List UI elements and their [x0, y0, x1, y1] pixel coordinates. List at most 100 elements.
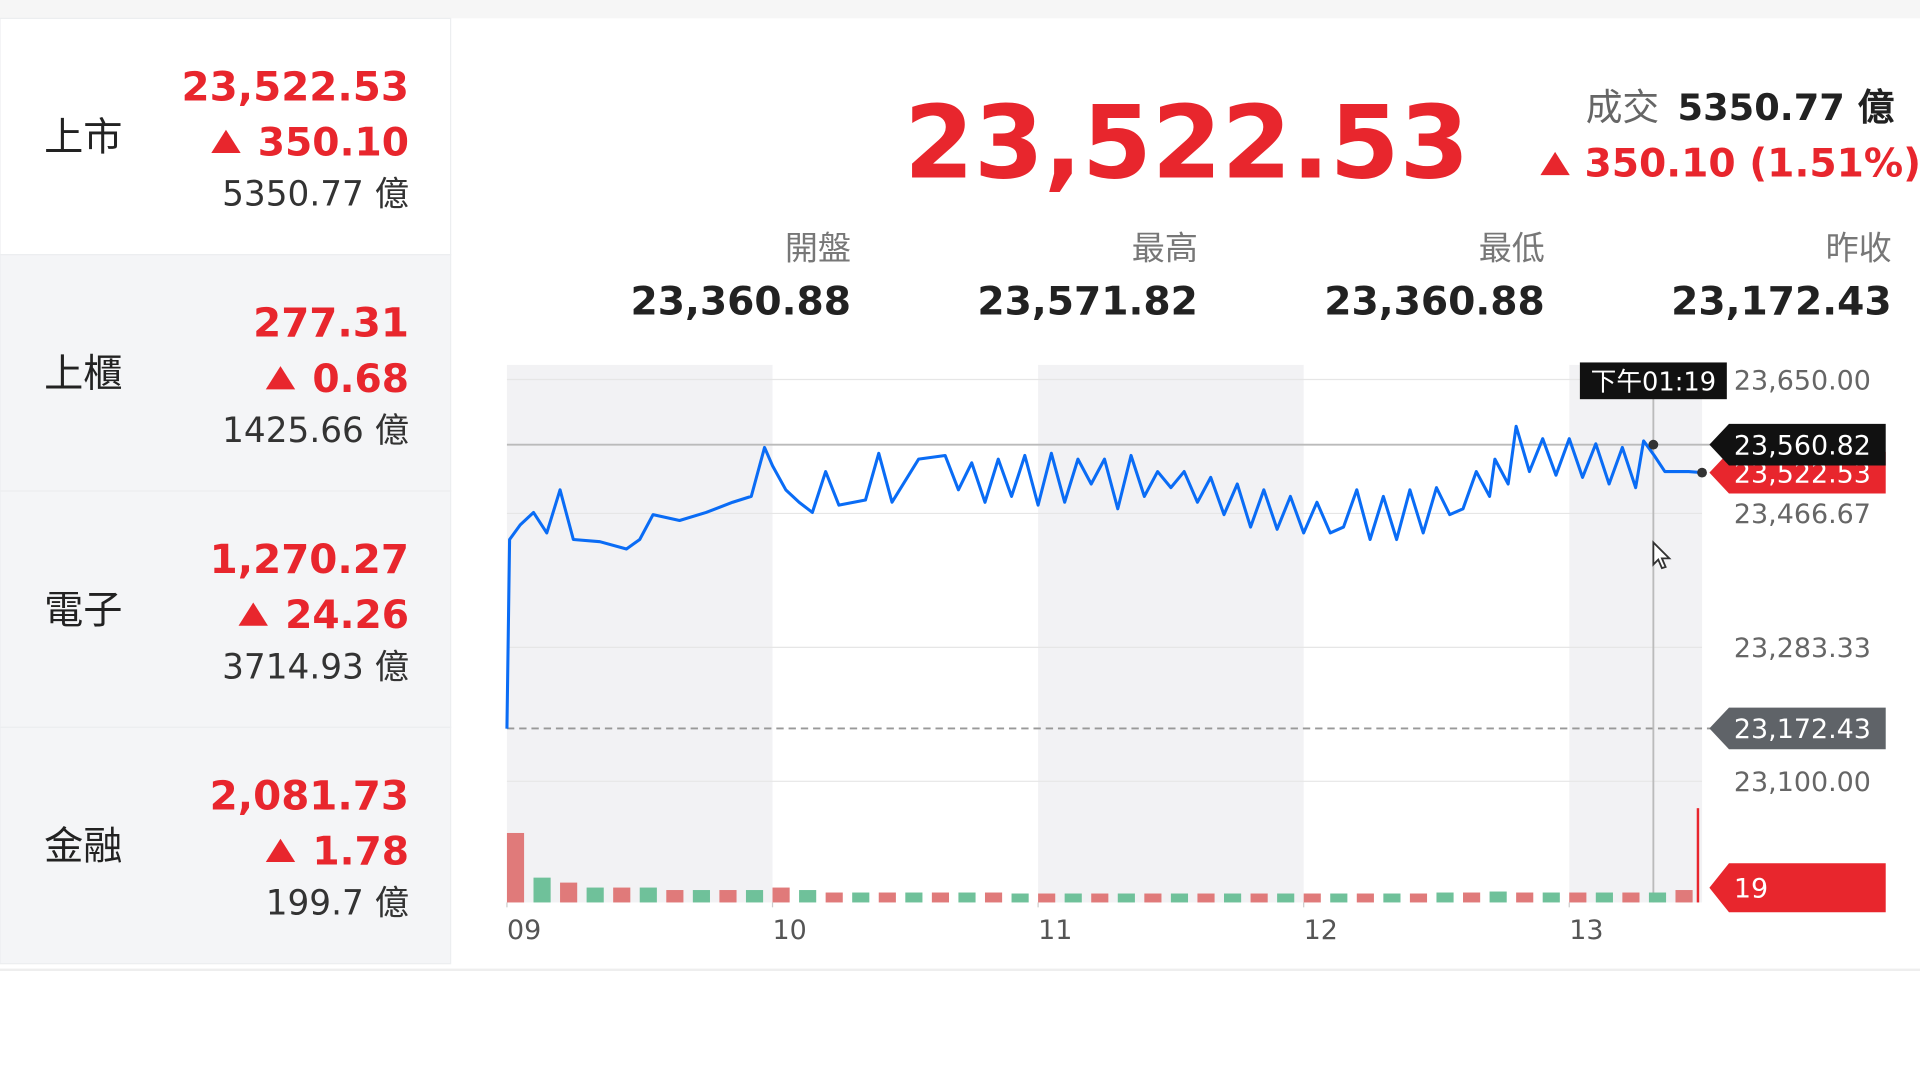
- volume-bar: [1197, 893, 1215, 903]
- volume-bar: [560, 882, 578, 903]
- volume-bar: [1622, 892, 1640, 903]
- y-tick-label: 23,100.00: [1734, 767, 1871, 798]
- up-arrow: [1540, 151, 1570, 176]
- volume-bar: [533, 877, 551, 903]
- market-name: 金融: [44, 825, 122, 870]
- volume-bar: [1696, 808, 1700, 903]
- market-change: 0.68: [312, 357, 409, 402]
- hour-band: [1038, 364, 1304, 903]
- volume-bar: [586, 887, 604, 903]
- stat-label: 最高: [1132, 229, 1198, 268]
- volume-bar: [1356, 893, 1374, 903]
- volume-bar: [1383, 893, 1401, 903]
- market-value: 23,522.53: [182, 62, 409, 110]
- volume-bar: [745, 890, 764, 903]
- volume-bar: [1542, 892, 1560, 903]
- volume-bar: [1170, 893, 1189, 903]
- hover-dot: [1648, 439, 1659, 450]
- x-tick-label: 13: [1569, 915, 1603, 946]
- stat-value: 23,571.82: [977, 280, 1198, 325]
- cursor: [1652, 540, 1672, 570]
- stat-value: 23,360.88: [630, 280, 851, 325]
- volume-bar: [1463, 892, 1481, 903]
- market-name: 電子: [44, 588, 122, 633]
- volume-bar: [958, 892, 976, 903]
- market-name: 上市: [44, 116, 122, 161]
- price-line: [505, 424, 1703, 729]
- market-value: 1,270.27: [210, 535, 409, 583]
- volume-bar: [825, 892, 843, 903]
- x-tick-label: 11: [1038, 915, 1072, 946]
- market-volume: 199.7 億: [266, 884, 409, 924]
- market-change: 350.10: [258, 121, 409, 166]
- volume-bar: [719, 890, 737, 903]
- volume-bar: [799, 890, 817, 903]
- volume-bar: [984, 892, 1003, 903]
- y-tick-label: 23,283.33: [1734, 633, 1871, 664]
- volume-bar: [1489, 891, 1507, 903]
- volume-bar: [878, 892, 896, 903]
- volume-bar: [1277, 893, 1295, 903]
- volume-bar: [692, 890, 710, 903]
- volume-bar: [506, 832, 525, 903]
- volume-bar: [1675, 890, 1693, 903]
- prev-close-label-bg: [1709, 707, 1886, 750]
- market-change: 24.26: [285, 593, 409, 638]
- market-row: [0, 726, 452, 965]
- volume-label-bg: [1709, 863, 1886, 913]
- up-arrow: [265, 366, 296, 390]
- volume-bar: [1250, 893, 1268, 903]
- stat-value: 23,360.88: [1324, 280, 1545, 325]
- volume-bar: [852, 892, 870, 903]
- market-row: [0, 490, 452, 728]
- volume-bar: [666, 890, 684, 903]
- volume-bar: [905, 892, 923, 903]
- volume-bar: [613, 887, 631, 903]
- volume-bar: [931, 892, 950, 903]
- header-change: 350.10 (1.51%): [1584, 141, 1920, 186]
- volume-bar: [1569, 892, 1587, 903]
- hover-label: 23,560.82: [1734, 430, 1871, 461]
- up-arrow: [265, 838, 296, 863]
- y-tick-label: 23,466.67: [1734, 499, 1871, 530]
- volume-bar: [1224, 893, 1242, 903]
- x-tick-label: 09: [507, 915, 541, 946]
- volume-bar: [1330, 893, 1348, 903]
- volume-bar: [1038, 893, 1056, 903]
- hover-label-bg: [1709, 423, 1886, 466]
- volume-bar: [1091, 893, 1109, 903]
- volume-bar: [1117, 893, 1135, 903]
- volume-bar: [1436, 892, 1454, 903]
- volume-bar: [1011, 893, 1029, 903]
- stat-value: 23,172.43: [1671, 280, 1892, 325]
- market-volume: 5350.77 億: [222, 175, 409, 215]
- volume-bar: [772, 887, 790, 903]
- volume-bar: [1595, 892, 1613, 903]
- volume-bar: [1064, 893, 1082, 903]
- turnover: 5350.77 億: [1678, 86, 1895, 129]
- up-arrow: [238, 602, 268, 626]
- stat-label: 最低: [1479, 229, 1545, 268]
- prev-close-label: 23,172.43: [1734, 714, 1871, 745]
- volume-bar: [1303, 893, 1321, 903]
- stat-label: 開盤: [785, 229, 851, 268]
- volume-bar: [1516, 892, 1534, 903]
- x-tick-label: 12: [1304, 915, 1338, 946]
- volume-bar: [639, 887, 657, 903]
- x-tick-label: 10: [773, 915, 807, 946]
- volume-label: 19: [1734, 874, 1768, 905]
- volume-bar: [1648, 892, 1667, 903]
- price: 23,522.53: [904, 85, 1469, 202]
- market-name: 上櫃: [44, 352, 122, 397]
- market-volume: 3714.93 億: [222, 647, 409, 687]
- y-tick-label: 23,650.00: [1734, 365, 1871, 396]
- volume-bar: [1409, 893, 1428, 903]
- top-strip: [0, 0, 1920, 19]
- hover-time: 下午01:19: [1591, 368, 1716, 398]
- market-volume: 1425.66 億: [222, 411, 409, 451]
- market-row: [0, 254, 452, 492]
- market-value: 2,081.73: [210, 771, 409, 819]
- turnover-label: 成交: [1586, 86, 1659, 129]
- hour-band: [506, 364, 773, 903]
